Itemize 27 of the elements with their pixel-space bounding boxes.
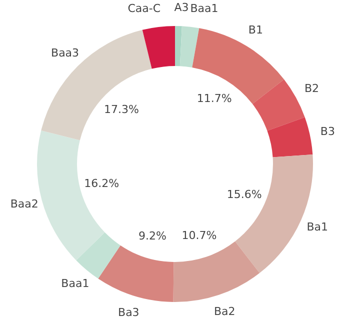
data-label: 17.3% (104, 103, 139, 116)
donut-slice (76, 232, 120, 279)
data-label: 10.7% (182, 229, 217, 242)
donut-slice (173, 241, 260, 302)
slice-label: Ba1 (306, 220, 328, 234)
donut-slice (98, 245, 174, 302)
donut-slice (142, 26, 175, 69)
donut-slice (41, 30, 152, 140)
donut-slice (267, 117, 313, 158)
slice-label: Baa1 (61, 276, 90, 290)
data-label: 11.7% (196, 92, 232, 105)
data-label: 15.6% (226, 188, 262, 202)
data-label: 9.2% (138, 230, 166, 243)
slice-label: B2 (304, 82, 319, 95)
donut-slice (175, 26, 182, 66)
slice-label: A3 (174, 1, 189, 14)
slice-label: B3 (320, 124, 335, 138)
slice-label: B1 (248, 23, 263, 36)
slice-label: Ba2 (214, 304, 236, 318)
slice-label: Baa3 (51, 46, 80, 60)
slice-label: Ba3 (118, 306, 140, 319)
donut-slice (252, 79, 305, 131)
slice-label: Baa1 (190, 2, 218, 15)
data-label: 16.2% (84, 176, 120, 190)
donut-slice (180, 26, 200, 68)
slice-label: Caa-C (128, 2, 161, 16)
slice-label: Baa2 (10, 198, 38, 211)
